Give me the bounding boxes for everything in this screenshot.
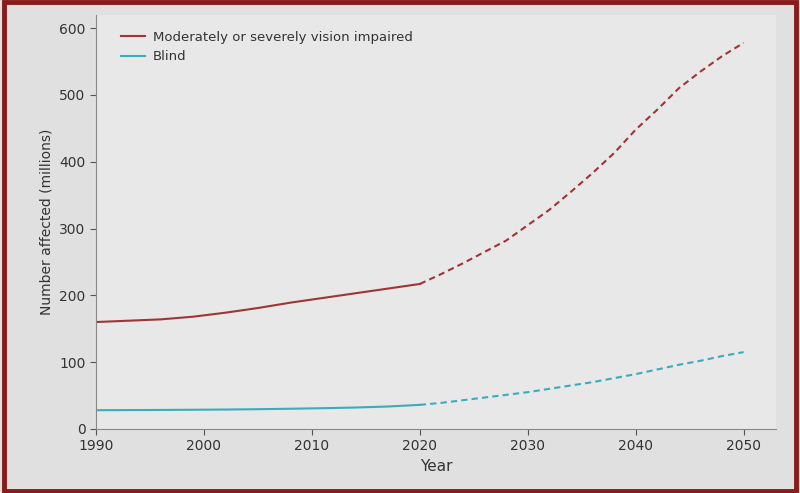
Legend: Moderately or severely vision impaired, Blind: Moderately or severely vision impaired, … [116,26,418,69]
Y-axis label: Number affected (millions): Number affected (millions) [40,129,54,315]
X-axis label: Year: Year [420,459,452,474]
